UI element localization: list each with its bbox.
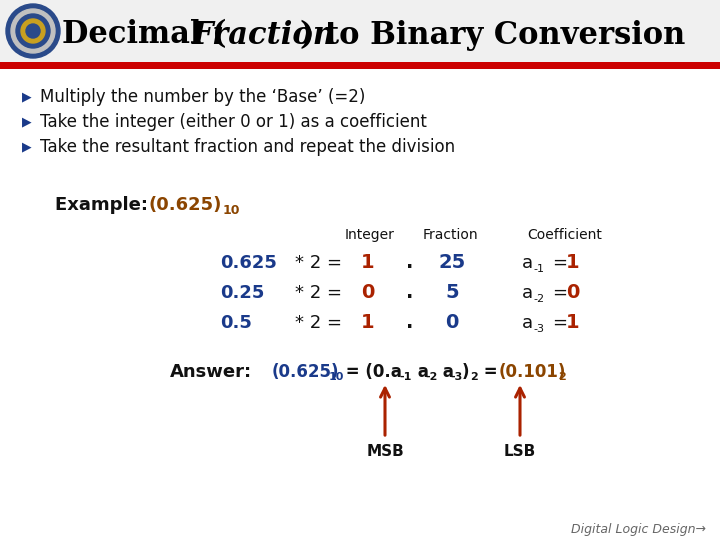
Text: (0.101): (0.101) [499,363,567,381]
Text: 2: 2 [558,372,566,382]
Text: 0: 0 [566,284,580,302]
Bar [0,0,720,62]
Text: .: . [406,253,414,273]
Text: 1: 1 [361,253,375,273]
Text: 0: 0 [361,284,374,302]
Circle shape [26,24,40,38]
Text: -1: -1 [399,372,411,382]
Circle shape [16,14,50,48]
Text: 0: 0 [445,314,459,333]
Text: Digital Logic Design→: Digital Logic Design→ [571,523,706,537]
Text: (0.625): (0.625) [148,196,221,214]
Text: -3: -3 [533,324,544,334]
Text: 5: 5 [445,284,459,302]
Text: =: = [552,284,567,302]
Text: 2: 2 [470,372,478,382]
Text: Fraction: Fraction [422,228,478,242]
Text: -2: -2 [425,372,437,382]
Circle shape [11,9,55,53]
Text: -1: -1 [533,264,544,274]
Text: 1: 1 [361,314,375,333]
Text: Example:: Example: [55,196,154,214]
Text: 25: 25 [438,253,466,273]
Text: a: a [522,314,533,332]
Text: =: = [478,363,503,381]
Text: Multiply the number by the ‘Base’ (=2): Multiply the number by the ‘Base’ (=2) [40,88,365,106]
Text: = (0.a: = (0.a [340,363,402,381]
Text: a: a [437,363,454,381]
Text: ▶: ▶ [22,140,32,153]
Text: ) to Binary Conversion: ) to Binary Conversion [300,19,685,51]
Text: ▶: ▶ [22,91,32,104]
Text: Coefficient: Coefficient [528,228,603,242]
Text: =: = [552,254,567,272]
Text: =: = [552,314,567,332]
Text: 10: 10 [329,372,344,382]
Text: a: a [412,363,429,381]
Text: * 2 =: * 2 = [295,314,342,332]
Text: MSB: MSB [366,444,404,460]
Text: LSB: LSB [504,444,536,460]
Text: 0.625: 0.625 [220,254,277,272]
Text: * 2 =: * 2 = [295,254,342,272]
Text: Fraction: Fraction [192,19,336,51]
Text: -3: -3 [450,372,462,382]
Text: Answer:: Answer: [170,363,252,381]
Text: Integer: Integer [345,228,395,242]
Text: -2: -2 [533,294,544,304]
Text: Decimal (: Decimal ( [62,19,227,51]
Text: Take the integer (either 0 or 1) as a coefficient: Take the integer (either 0 or 1) as a co… [40,113,427,131]
Text: 0.5: 0.5 [220,314,252,332]
Text: ▶: ▶ [22,116,32,129]
Text: a: a [522,284,533,302]
Text: 1: 1 [566,314,580,333]
Text: .: . [406,284,414,302]
Text: 1: 1 [566,253,580,273]
Text: .: . [406,314,414,333]
Text: Take the resultant fraction and repeat the division: Take the resultant fraction and repeat t… [40,138,455,156]
Text: 10: 10 [223,204,240,217]
Text: (0.625): (0.625) [272,363,340,381]
Bar [0,62,720,69]
Text: * 2 =: * 2 = [295,284,342,302]
Circle shape [6,4,60,58]
Text: 0.25: 0.25 [220,284,264,302]
Text: ): ) [462,363,469,381]
Text: a: a [522,254,533,272]
Circle shape [21,19,45,43]
